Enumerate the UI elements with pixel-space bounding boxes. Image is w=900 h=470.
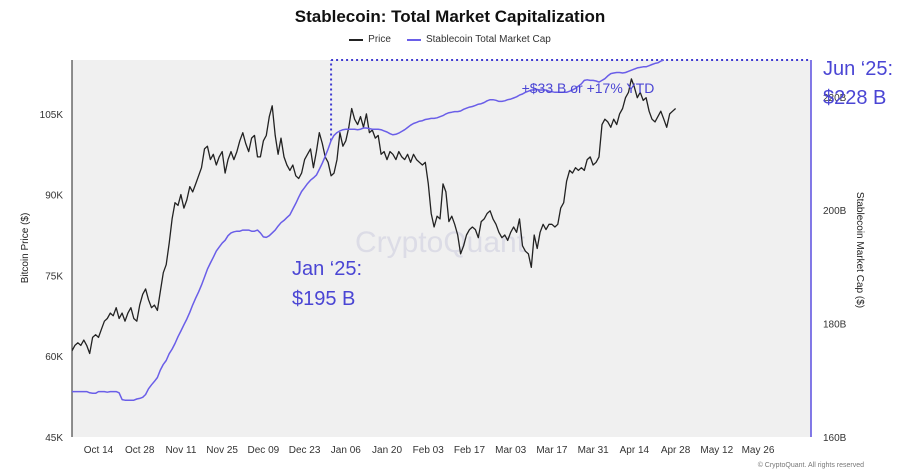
y-right-tick-label: 200B	[823, 206, 847, 217]
y-right-tick-label: 180B	[823, 320, 847, 331]
y-left-label: Bitcoin Price ($)	[20, 213, 31, 284]
annotation-delta: +$33 B or +17% YTD	[522, 80, 655, 96]
x-tick-label: Apr 14	[620, 445, 650, 456]
x-tick-label: Nov 11	[165, 445, 196, 456]
x-tick-label: Oct 14	[84, 445, 114, 456]
x-tick-label: Dec 23	[289, 445, 321, 456]
annotation-end-label: Jun ‘25:	[823, 58, 893, 80]
annotation-lines	[330, 59, 811, 141]
price-series-line	[71, 78, 677, 355]
x-tick-label: Dec 09	[248, 445, 280, 456]
chart-title: Stablecoin: Total Market Capitalization	[294, 7, 606, 26]
y-right-tick-label: 160B	[823, 433, 847, 444]
y-left-tick-label: 90K	[45, 191, 63, 202]
legend-item-price: Price	[349, 34, 391, 45]
legend-label-price: Price	[368, 34, 391, 45]
y-right-label: Stablecoin Market Cap ($)	[854, 192, 865, 308]
x-tick-label: Feb 03	[413, 445, 445, 456]
x-tick-label: Jan 20	[372, 445, 402, 456]
legend-swatch-price	[349, 38, 364, 41]
x-tick-label: May 26	[742, 445, 775, 456]
x-tick-label: May 12	[700, 445, 733, 456]
legend-label-stablecoin: Stablecoin Total Market Cap	[425, 34, 551, 45]
stablecoin-series-line	[72, 59, 665, 401]
y-right-tick-label: 220B	[823, 93, 847, 104]
legend: Price Stablecoin Total Market Cap	[0, 34, 900, 45]
x-tick-label: Feb 17	[454, 445, 486, 456]
annotation-start-label: Jan ‘25:	[292, 258, 362, 280]
annotation-end-value: $228 B	[823, 87, 886, 109]
x-tick-label: Apr 28	[661, 445, 691, 456]
x-tick-label: Nov 25	[206, 445, 238, 456]
y-left-tick-label: 60K	[45, 352, 63, 363]
series	[71, 59, 677, 401]
x-tick-label: Mar 31	[578, 445, 610, 456]
y-left-tick-label: 75K	[45, 271, 63, 282]
footer-copyright: © CryptoQuant. All rights reserved	[758, 461, 864, 469]
x-tick-label: Mar 17	[536, 445, 568, 456]
x-tick-label: Mar 03	[495, 445, 527, 456]
x-tick-label: Oct 28	[125, 445, 155, 456]
legend-item-stablecoin: Stablecoin Total Market Cap	[406, 34, 551, 45]
plot-area	[72, 60, 811, 437]
x-tick-label: Jan 06	[331, 445, 361, 456]
annotation-text: Jan ‘25: $195 B Jun ‘25: $228 B +$33 B o…	[292, 58, 893, 310]
annotation-start-value: $195 B	[292, 288, 355, 310]
legend-swatch-stablecoin	[406, 38, 421, 41]
axes: 45K 60K 75K 90K 105K 160B 180B 200B 220B Oct 14 Oc…	[40, 60, 847, 456]
watermark: CryptoQuant	[355, 226, 526, 259]
y-left-tick-label: 45K	[45, 433, 63, 444]
y-left-tick-label: 105K	[40, 110, 64, 121]
